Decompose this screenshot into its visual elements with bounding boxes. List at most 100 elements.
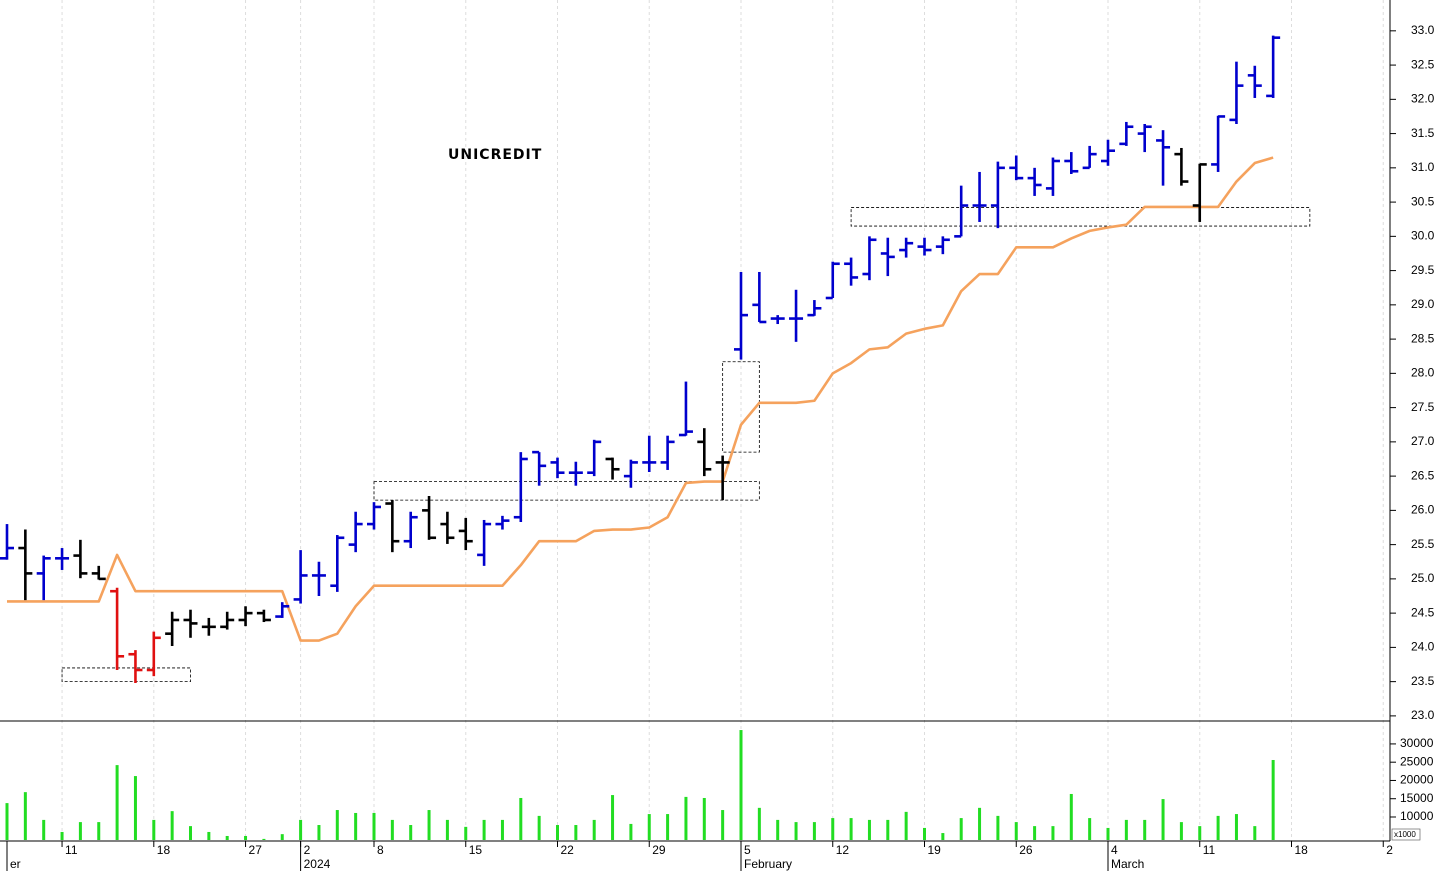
volume-bar: [1234, 814, 1238, 840]
volume-bar: [647, 814, 651, 840]
y-tick-label: 28.5: [1411, 331, 1435, 345]
x-tick-label: 12: [836, 843, 850, 857]
volume-bar: [170, 811, 174, 840]
volume-bar: [464, 826, 468, 840]
volume-bar: [574, 825, 578, 840]
volume-bar: [500, 819, 504, 840]
y-tick-label: 32.5: [1411, 57, 1435, 71]
volume-bar: [1033, 826, 1037, 840]
y-tick-label: 26.5: [1411, 468, 1435, 482]
y-tick-label: 23.5: [1411, 674, 1435, 688]
volume-bar: [1051, 826, 1055, 840]
volume-bar: [629, 823, 633, 840]
period-label: March: [1111, 857, 1144, 871]
volume-bar: [409, 825, 413, 840]
y-tick-label: 27.5: [1411, 400, 1435, 414]
volume-bar: [684, 796, 688, 840]
range-box: [850, 207, 1311, 227]
volume-bar: [390, 819, 394, 840]
volume-bar: [262, 838, 266, 840]
period-label: February: [744, 857, 792, 871]
volume-bar: [1014, 822, 1018, 840]
volume-bar: [904, 811, 908, 840]
volume-bar: [776, 819, 780, 840]
volume-bar: [978, 807, 982, 840]
volume-bar: [1088, 818, 1092, 840]
period-label: 2024: [304, 857, 331, 871]
y-tick-label: 31.0: [1411, 160, 1435, 174]
volume-bar: [757, 807, 761, 840]
y-tick-label: 24.0: [1411, 640, 1435, 654]
x-tick-label: 2: [1386, 843, 1393, 857]
volume-bar: [207, 831, 211, 840]
volume-bar: [721, 810, 725, 840]
volume-bar: [941, 833, 945, 840]
y-tick-label: 20000: [1400, 773, 1434, 787]
volume-bar: [427, 810, 431, 840]
y-tick-label: 29.5: [1411, 263, 1435, 277]
y-tick-label: 31.5: [1411, 126, 1435, 140]
range-box: [373, 481, 760, 501]
volume-bar: [1143, 819, 1147, 840]
x-tick-label: 11: [1203, 843, 1216, 857]
volume-bar: [23, 792, 27, 840]
x-tick-label: 5: [744, 843, 751, 857]
volume-bar: [959, 818, 963, 840]
y-tick-label: 28.0: [1411, 366, 1435, 380]
volume-unit-label: x1000: [1394, 830, 1416, 839]
y-tick-label: 23.0: [1411, 708, 1435, 722]
y-tick-label: 27.0: [1411, 434, 1435, 448]
volume-bar: [923, 827, 926, 840]
volume-bar: [152, 819, 156, 840]
x-tick-label: 18: [1295, 843, 1309, 857]
volume-bar: [42, 819, 46, 840]
volume-bar: [1179, 822, 1183, 840]
volume-bar: [739, 730, 743, 840]
volume-bar: [537, 815, 541, 840]
volume-bar: [372, 812, 376, 840]
volume-bar: [1161, 799, 1165, 840]
volume-bar: [354, 812, 358, 840]
volume-bar: [886, 819, 890, 840]
range-box: [61, 667, 191, 683]
volume-bar: [317, 825, 321, 840]
volume-bar: [666, 814, 670, 840]
volume-bar: [189, 826, 192, 840]
volume-bar: [133, 776, 137, 840]
x-tick-label: 26: [1019, 843, 1033, 857]
y-tick-label: 25.0: [1411, 571, 1435, 585]
y-tick-label: 10000: [1400, 809, 1434, 823]
volume-bar: [812, 822, 816, 840]
volume-bar: [5, 803, 9, 840]
volume-bar: [1106, 827, 1110, 840]
y-tick-label: 33.0: [1411, 23, 1435, 37]
volume-bar: [1198, 826, 1202, 840]
volume-bar: [702, 797, 706, 840]
y-tick-label: 30.0: [1411, 229, 1435, 243]
x-tick-label: 2: [304, 843, 311, 857]
volume-bar: [78, 822, 82, 840]
volume-bar: [556, 825, 559, 840]
y-tick-label: 26.0: [1411, 503, 1435, 517]
grid-layer: [61, 0, 1384, 841]
volume-bar: [996, 815, 1000, 840]
x-tick-label: 27: [249, 843, 263, 857]
volume-bar: [335, 810, 339, 840]
volume-bar: [831, 818, 835, 840]
volume-bar: [225, 835, 229, 840]
range-box: [722, 361, 760, 453]
volume-bar: [1069, 793, 1073, 840]
x-tick-label: 11: [65, 843, 78, 857]
stop-line: [7, 156, 1274, 642]
volume-bar: [60, 831, 64, 840]
x-tick-label: 8: [377, 843, 384, 857]
volume-bar: [519, 797, 523, 840]
y-tick-label: 30000: [1400, 736, 1434, 750]
y-tick-label: 15000: [1400, 791, 1434, 805]
x-tick-label: 29: [652, 843, 666, 857]
volume-bar: [97, 822, 101, 840]
volume-bar: [299, 819, 303, 840]
y-tick-label: 24.5: [1411, 605, 1435, 619]
chart-title: UNICREDIT: [448, 147, 542, 163]
